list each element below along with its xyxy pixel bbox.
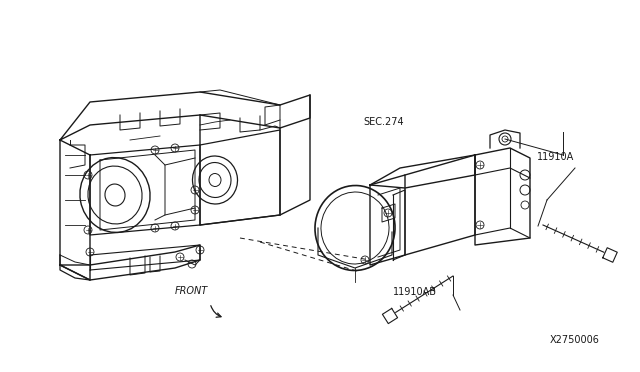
Text: FRONT: FRONT: [175, 286, 208, 296]
Polygon shape: [603, 248, 617, 262]
Text: 11910A: 11910A: [537, 152, 574, 162]
Text: 11910AB: 11910AB: [393, 287, 437, 297]
Text: SEC.274: SEC.274: [363, 117, 404, 127]
Text: X2750006: X2750006: [550, 335, 600, 345]
Polygon shape: [383, 308, 397, 324]
